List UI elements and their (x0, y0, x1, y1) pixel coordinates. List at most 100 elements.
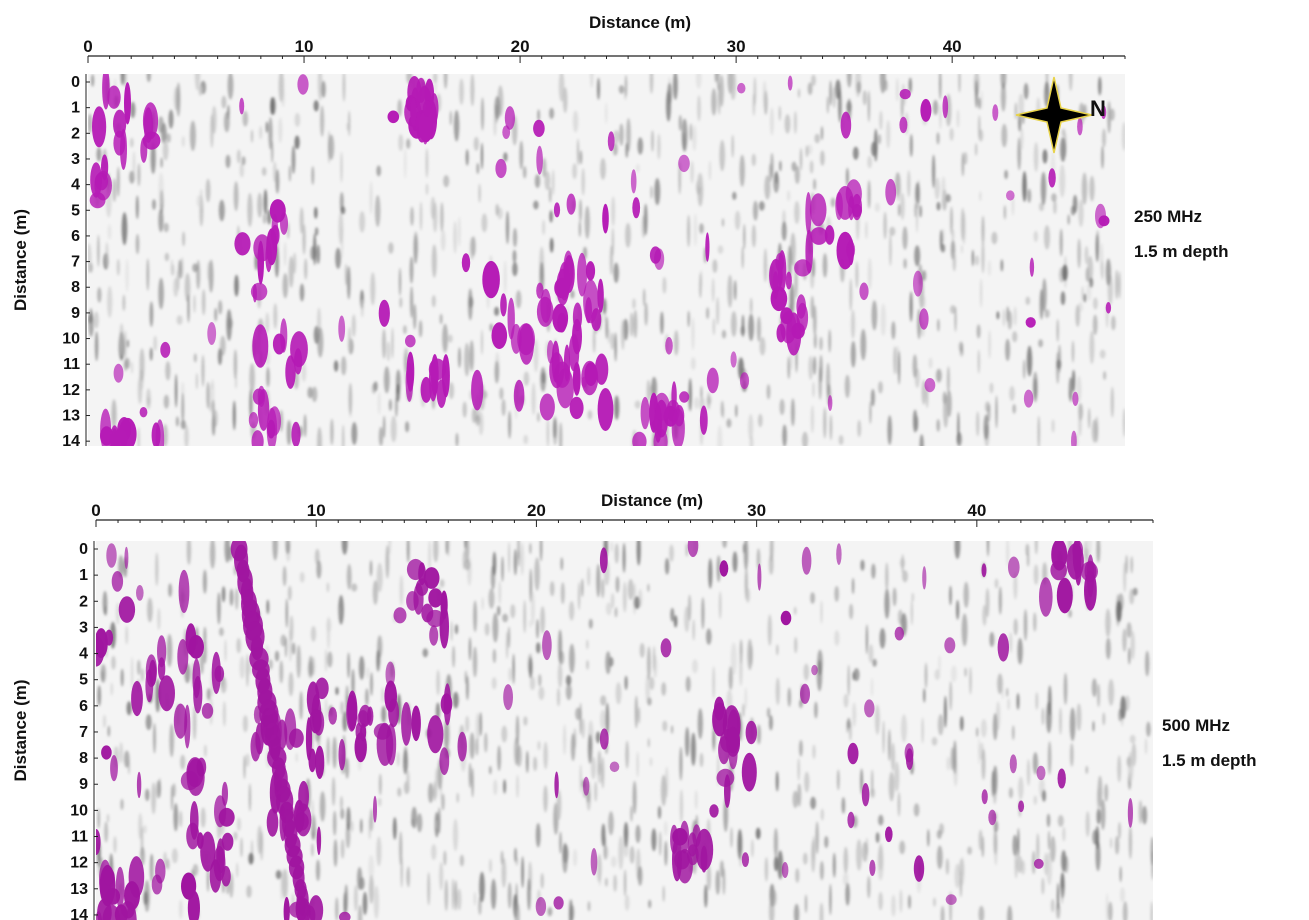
anomaly-mark (913, 270, 923, 297)
anomaly-mark (981, 563, 987, 578)
anomaly-mark (124, 881, 140, 911)
anomaly-mark (177, 639, 189, 675)
anomaly-mark (354, 732, 367, 763)
x-tick-label: 0 (91, 501, 100, 520)
anomaly-mark (730, 351, 737, 368)
x-tick-label: 10 (307, 501, 326, 520)
anomaly-mark (552, 303, 569, 333)
anomaly-mark (157, 635, 167, 668)
x-axis-title: Distance (m) (589, 13, 691, 32)
anomaly-mark (338, 315, 346, 342)
anomaly-mark (1101, 105, 1107, 119)
north-arrow-icon (1015, 76, 1093, 154)
anomaly-mark (1127, 798, 1133, 828)
anomaly-mark (415, 578, 429, 596)
anomaly-mark (583, 776, 590, 796)
anomaly-mark (384, 680, 398, 713)
anomaly-mark (114, 904, 128, 920)
anomaly-mark (291, 421, 301, 446)
anomaly-mark (376, 722, 394, 767)
anomaly-mark (709, 804, 719, 818)
anomaly-mark (387, 110, 400, 124)
x-tick-label: 40 (967, 501, 986, 520)
anomaly-mark (355, 722, 362, 741)
anomaly-mark (1051, 541, 1068, 571)
anomaly-mark (255, 722, 264, 755)
anomaly-mark (869, 859, 876, 877)
anomaly-mark (513, 379, 525, 412)
anomaly-mark (196, 832, 204, 849)
anomaly-mark (810, 227, 828, 245)
anomaly-mark (234, 232, 251, 256)
anomaly-mark (92, 106, 107, 148)
anomaly-mark (190, 801, 199, 840)
anomaly-mark (96, 911, 103, 920)
anomaly-mark (185, 623, 197, 655)
anomaly-mark (96, 628, 108, 659)
anomaly-mark (672, 828, 688, 846)
anomaly-mark (373, 795, 377, 823)
y-tick-label: 14 (70, 907, 88, 920)
anomaly-mark (416, 77, 426, 103)
anomaly-mark (988, 809, 997, 826)
anomaly-mark (1033, 858, 1044, 869)
anomaly-mark (785, 271, 792, 290)
anomaly-mark (290, 331, 308, 368)
anomaly-mark (429, 625, 439, 646)
anomaly-mark (739, 372, 750, 390)
anomaly-mark (568, 333, 580, 372)
x-tick-label: 20 (511, 37, 530, 56)
anomaly-mark (585, 261, 596, 281)
anomaly-mark (471, 369, 484, 411)
x-tick-label: 40 (943, 37, 962, 56)
anomaly-mark (358, 704, 372, 727)
anomaly-mark (599, 547, 608, 574)
anomaly-mark (96, 829, 101, 855)
anomaly-mark (428, 358, 447, 381)
anomaly-mark (679, 391, 690, 403)
anomaly-mark (491, 322, 508, 349)
anomaly-mark (120, 128, 127, 170)
anomaly-mark (1077, 117, 1083, 136)
anomaly-mark (745, 720, 757, 745)
anomaly-mark (139, 407, 148, 418)
anomaly-mark (630, 169, 637, 194)
anomaly-mark (852, 204, 862, 218)
anomaly-mark (1025, 317, 1036, 328)
anomaly-mark (1086, 554, 1095, 598)
anomaly-mark (316, 826, 322, 856)
anomaly-mark (770, 286, 788, 312)
x-tick-label: 30 (747, 501, 766, 520)
anomaly-mark (894, 626, 904, 641)
anomaly-mark (111, 571, 124, 592)
anomaly-mark (569, 396, 584, 420)
anomaly-mark (997, 633, 1009, 662)
anomaly-mark (426, 609, 445, 628)
anomaly-mark (328, 707, 338, 725)
y-tick-label: 4 (71, 177, 80, 194)
anomaly-mark (553, 896, 564, 910)
anomaly-mark (581, 376, 587, 388)
anomaly-mark (609, 761, 620, 773)
y-tick-label: 2 (71, 125, 80, 142)
anomaly-mark (942, 95, 949, 119)
anomaly-mark (443, 683, 452, 726)
anomaly-mark (922, 566, 927, 590)
anomaly-mark (315, 745, 325, 779)
anomaly-mark (193, 675, 203, 714)
anomaly-mark (100, 408, 112, 446)
anomaly-mark (777, 250, 787, 293)
anomaly-mark (640, 396, 650, 430)
anomaly-mark (1039, 577, 1053, 617)
anomaly-mark (101, 745, 112, 760)
anomaly-mark (1023, 389, 1034, 408)
anomaly-mark (214, 795, 227, 828)
anomaly-mark (149, 446, 157, 464)
anomaly-mark (297, 74, 309, 95)
anomaly-mark (102, 74, 110, 110)
anomaly-mark (385, 661, 396, 688)
anomaly-mark (221, 832, 234, 851)
anomaly-mark (885, 826, 893, 843)
y-tick-label: 9 (79, 776, 88, 793)
